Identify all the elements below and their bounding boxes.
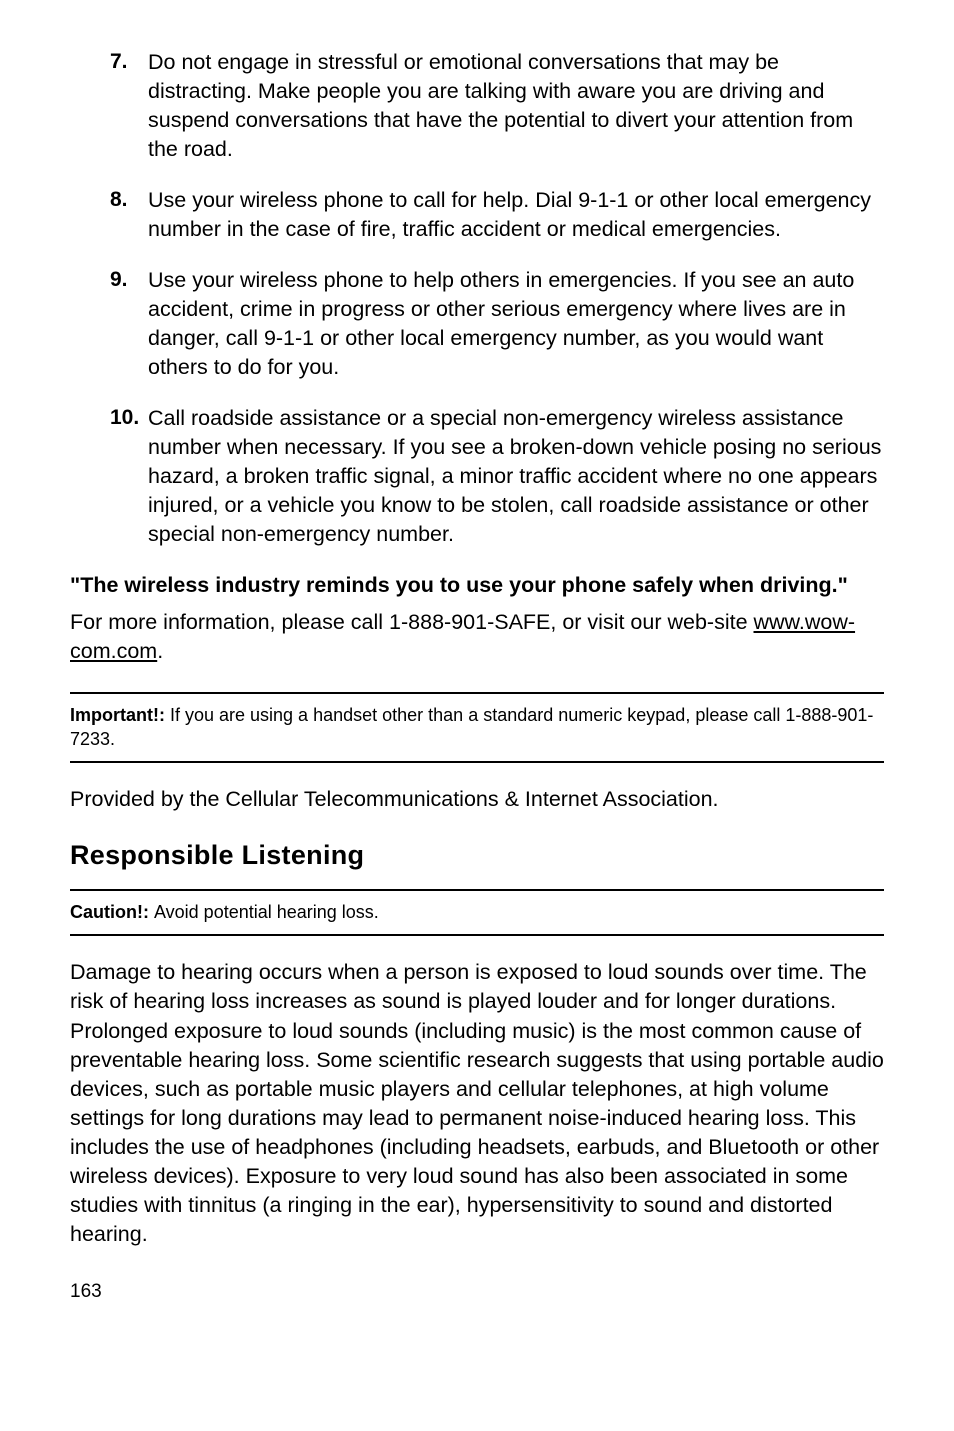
caution-label: Caution!: [70, 902, 154, 922]
list-number: 8. [110, 186, 148, 244]
list-item: 10. Call roadside assistance or a specia… [70, 404, 884, 549]
hearing-damage-paragraph: Damage to hearing occurs when a person i… [70, 958, 884, 1248]
important-text: If you are using a handset other than a … [70, 705, 873, 748]
list-item: 7. Do not engage in stressful or emotion… [70, 48, 884, 164]
caution-text: Avoid potential hearing loss. [154, 902, 379, 922]
list-item: 8. Use your wireless phone to call for h… [70, 186, 884, 244]
list-number: 9. [110, 266, 148, 382]
more-info-text: For more information, please call 1-888-… [70, 610, 754, 634]
more-info-paragraph: For more information, please call 1-888-… [70, 608, 884, 666]
provided-by-text: Provided by the Cellular Telecommunicati… [70, 785, 884, 814]
numbered-list: 7. Do not engage in stressful or emotion… [70, 48, 884, 549]
page-number: 163 [70, 1281, 884, 1303]
list-number: 7. [110, 48, 148, 164]
important-label: Important!: [70, 705, 170, 725]
important-callout: Important!: If you are using a handset o… [70, 692, 884, 763]
industry-quote: "The wireless industry reminds you to us… [70, 571, 884, 600]
list-number: 10. [110, 404, 148, 549]
list-text: Call roadside assistance or a special no… [148, 404, 884, 549]
caution-callout: Caution!: Avoid potential hearing loss. [70, 889, 884, 936]
list-item: 9. Use your wireless phone to help other… [70, 266, 884, 382]
list-text: Use your wireless phone to call for help… [148, 186, 884, 244]
section-heading-responsible-listening: Responsible Listening [70, 840, 884, 871]
more-info-suffix: . [157, 639, 163, 663]
list-text: Use your wireless phone to help others i… [148, 266, 884, 382]
list-text: Do not engage in stressful or emotional … [148, 48, 884, 164]
